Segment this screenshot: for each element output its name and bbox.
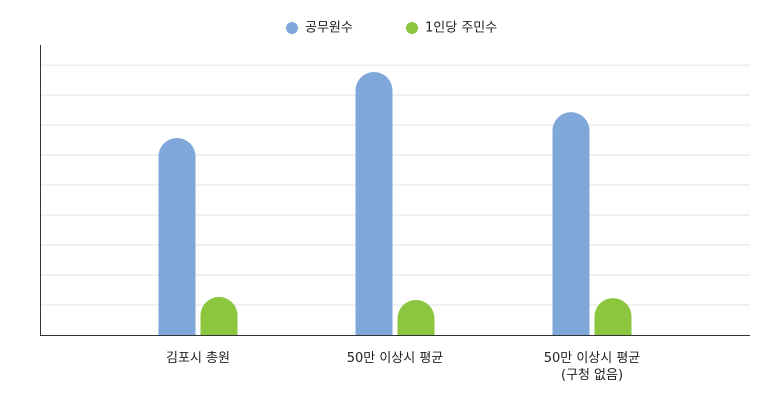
bar (594, 298, 632, 335)
bar (397, 299, 435, 335)
bar (552, 112, 590, 335)
x-tick-label: 50만 이상시 평균 (구청 없음) (543, 351, 641, 383)
bar (200, 296, 238, 335)
legend-marker (406, 22, 418, 34)
bar (355, 71, 393, 335)
legend-label: 1인당 주민수 (425, 21, 497, 36)
x-tick-label: 김포시 총원 (166, 351, 230, 366)
bar (158, 137, 196, 335)
legend-label: 공무원수 (305, 21, 353, 36)
x-tick-label: 50만 이상시 평균 (346, 351, 444, 366)
legend-marker (286, 22, 298, 34)
